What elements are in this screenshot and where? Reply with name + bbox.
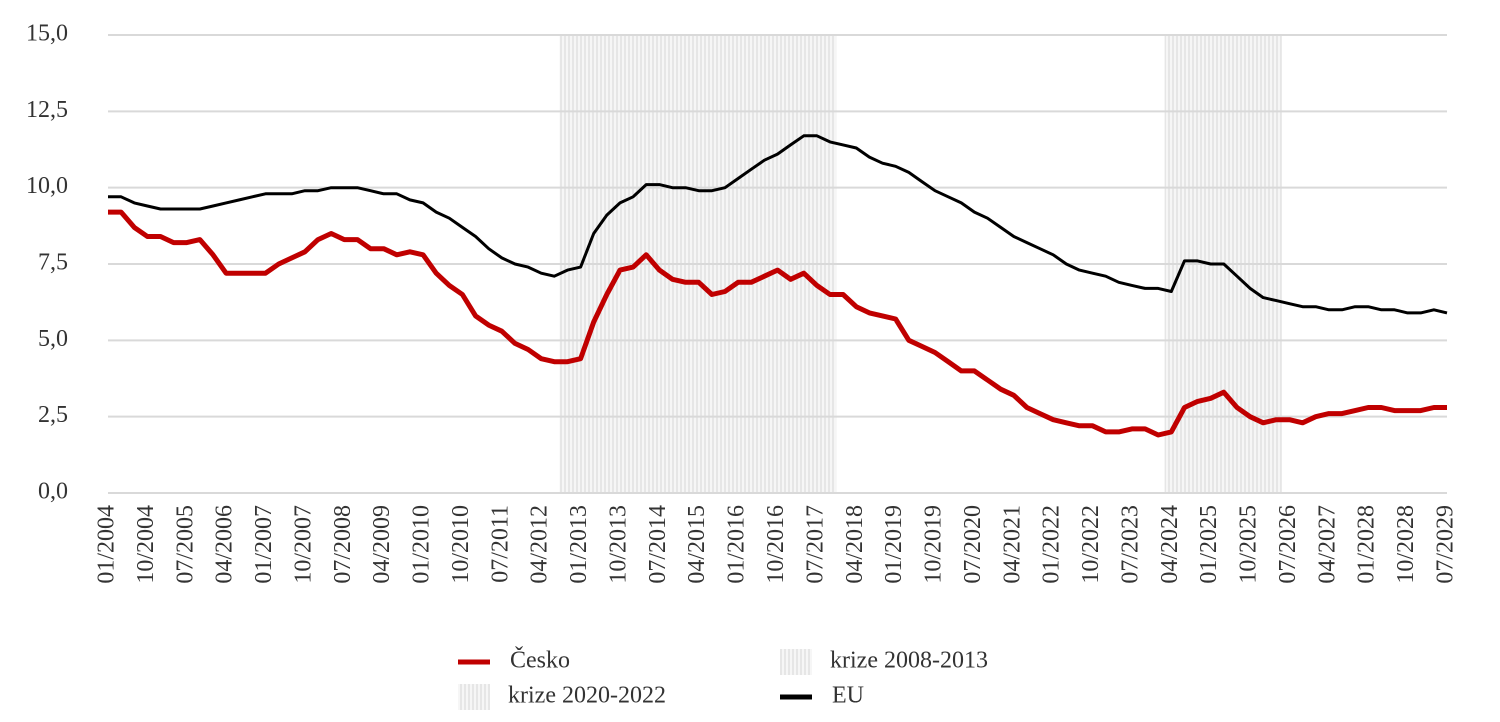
x-tick-label: 10/2004 bbox=[133, 505, 159, 584]
legend-label: krize 2020-2022 bbox=[508, 683, 666, 709]
x-tick-label: 07/2014 bbox=[645, 505, 671, 584]
x-tick-label: 10/2025 bbox=[1236, 505, 1262, 584]
y-tick-label: 0,0 bbox=[38, 479, 68, 505]
x-tick-label: 01/2007 bbox=[251, 505, 277, 584]
x-tick-label: 07/2008 bbox=[330, 505, 356, 584]
x-tick-label: 01/2016 bbox=[724, 505, 750, 584]
x-tick-label: 07/2023 bbox=[1117, 505, 1143, 584]
y-tick-label: 2,5 bbox=[38, 402, 68, 428]
legend-label: EU bbox=[832, 683, 864, 709]
x-tick-label: 10/2007 bbox=[290, 505, 316, 584]
x-tick-label: 10/2022 bbox=[1078, 505, 1104, 584]
x-tick-label: 04/2015 bbox=[684, 505, 710, 584]
x-tick-label: 10/2010 bbox=[448, 505, 474, 584]
x-tick-label: 01/2025 bbox=[1196, 505, 1222, 584]
x-tick-label: 04/2006 bbox=[212, 505, 238, 584]
x-tick-label: 01/2004 bbox=[94, 505, 120, 584]
x-tick-label: 04/2027 bbox=[1314, 505, 1340, 584]
x-tick-label: 07/2020 bbox=[960, 505, 986, 584]
y-tick-label: 7,5 bbox=[38, 250, 68, 276]
x-tick-label: 01/2022 bbox=[1039, 505, 1065, 584]
x-tick-label: 04/2009 bbox=[369, 505, 395, 584]
x-tick-label: 07/2026 bbox=[1275, 505, 1301, 584]
x-tick-label: 01/2028 bbox=[1354, 505, 1380, 584]
legend-label: Česko bbox=[510, 647, 570, 674]
x-tick-label: 04/2012 bbox=[527, 505, 553, 584]
y-tick-label: 10,0 bbox=[26, 173, 68, 199]
legend-swatch bbox=[458, 684, 490, 710]
series-line bbox=[108, 209, 1447, 438]
x-tick-label: 10/2013 bbox=[605, 505, 631, 584]
x-tick-label: 04/2021 bbox=[999, 505, 1025, 584]
x-tick-label: 10/2016 bbox=[763, 505, 789, 584]
x-tick-label: 07/2011 bbox=[487, 505, 513, 583]
x-tick-label: 10/2028 bbox=[1393, 505, 1419, 584]
x-tick-label: 04/2018 bbox=[842, 505, 868, 584]
legend-swatch bbox=[780, 649, 812, 675]
y-tick-label: 15,0 bbox=[26, 21, 68, 47]
x-tick-label: 01/2013 bbox=[566, 505, 592, 584]
x-tick-label: 07/2017 bbox=[802, 505, 828, 584]
y-tick-label: 5,0 bbox=[38, 326, 68, 352]
x-tick-label: 04/2024 bbox=[1157, 505, 1183, 584]
x-tick-label: 01/2019 bbox=[881, 505, 907, 584]
x-tick-label: 07/2005 bbox=[172, 505, 198, 584]
x-tick-label: 10/2019 bbox=[921, 505, 947, 584]
x-tick-label: 07/2029 bbox=[1433, 505, 1459, 584]
legend-label: krize 2008-2013 bbox=[830, 648, 988, 674]
series-line bbox=[108, 134, 1448, 315]
x-tick-label: 01/2010 bbox=[409, 505, 435, 584]
y-tick-label: 12,5 bbox=[26, 97, 68, 123]
